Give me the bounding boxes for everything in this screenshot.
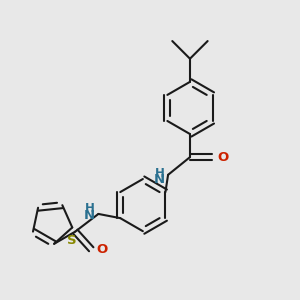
Text: O: O [97, 243, 108, 256]
Text: H: H [155, 167, 165, 180]
Text: O: O [217, 151, 229, 164]
Text: N: N [84, 209, 95, 222]
Text: H: H [85, 202, 95, 215]
Text: S: S [68, 234, 77, 247]
Text: N: N [154, 173, 165, 186]
